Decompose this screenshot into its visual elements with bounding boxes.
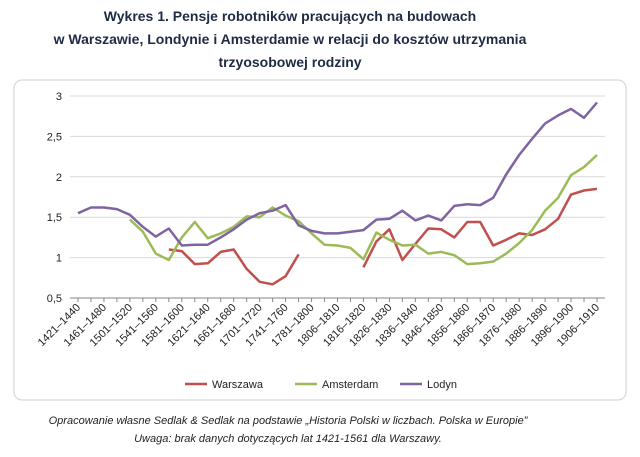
y-tick-label: 2 bbox=[56, 172, 62, 184]
chart-title: trzyosobowej rodziny bbox=[218, 54, 361, 70]
series-line bbox=[129, 154, 598, 266]
legend-label: Amsterdam bbox=[322, 379, 378, 391]
y-tick-label: 3 bbox=[56, 91, 62, 103]
chart-title: w Warszawie, Londynie i Amsterdamie w re… bbox=[53, 31, 527, 47]
source-note: Uwaga: brak danych dotyczących lat 1421-… bbox=[134, 433, 442, 445]
series-line bbox=[168, 187, 598, 286]
y-tick-label: 2,5 bbox=[47, 131, 62, 143]
legend-label: Lodyn bbox=[427, 379, 457, 391]
series-line bbox=[77, 101, 598, 247]
y-tick-label: 1,5 bbox=[47, 212, 62, 224]
y-tick-label: 0,5 bbox=[47, 293, 62, 305]
y-tick-label: 1 bbox=[56, 253, 62, 265]
source-note: Opracowanie własne Sedlak & Sedlak na po… bbox=[49, 415, 529, 427]
chart-title: Wykres 1. Pensje robotników pracujących … bbox=[104, 8, 476, 24]
legend-label: Warszawa bbox=[212, 379, 264, 391]
